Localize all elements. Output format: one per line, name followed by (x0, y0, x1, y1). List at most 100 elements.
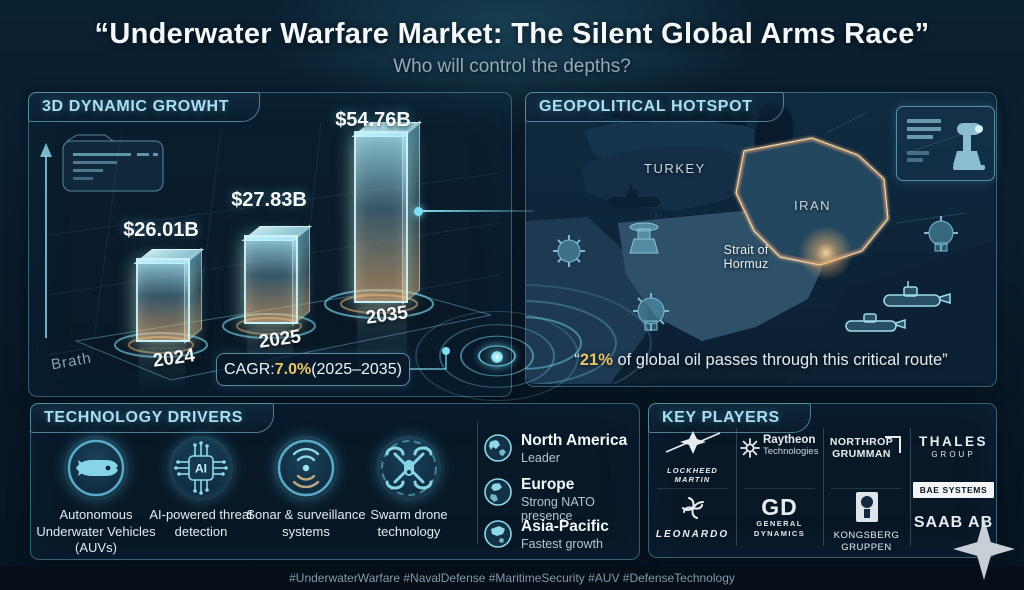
hud-line (907, 127, 941, 131)
naval-mine-icon (633, 293, 669, 331)
submarine-outline-icon (845, 313, 906, 332)
region-north-america: North America Leader (483, 432, 633, 465)
strait-of-hormuz-label: Strait of Hormuz (701, 243, 791, 272)
logo-wordmark-sub: Technologies (763, 446, 819, 457)
y-axis-arrow (40, 143, 52, 338)
hotspot-map (526, 93, 994, 384)
tech-item-drone: Swarm drone technology (349, 436, 469, 540)
hud-line (907, 135, 933, 139)
logo-thales-group: THALES GROUP (910, 434, 997, 459)
map-panel-title: GEOPOLITICAL HOTSPOT (525, 92, 784, 122)
cagr-badge: CAGR: 7.0% (2025–2035) (216, 353, 410, 386)
quote-text: of global oil passes through this critic… (612, 351, 948, 369)
connector-line (422, 210, 534, 212)
bar-front-face (244, 235, 298, 324)
page-title: “Underwater Warfare Market: The Silent G… (94, 18, 930, 50)
tech-item-sonar: Sonar & surveillance systems (246, 436, 366, 540)
naval-mine-icon (553, 235, 585, 267)
logo-wordmark: GENERAL (756, 519, 803, 528)
periscope-hud-widget (896, 106, 995, 181)
logo-wordmark: Raytheon (763, 434, 816, 446)
submarine-silhouette-icon (608, 185, 660, 207)
northrop-bracket-icon (885, 436, 902, 453)
iran-label: IRAN (794, 198, 832, 213)
value-label-2035: $54.76B (335, 109, 411, 131)
levant-landmass (581, 146, 758, 211)
quote-open: “ (574, 351, 580, 369)
strait-label-line2: Hormuz (723, 257, 769, 272)
turkey-label: TURKEY (644, 161, 706, 176)
logo-wordmark: THALES (919, 434, 988, 449)
sonar-arc-decoration (526, 284, 652, 384)
vertical-divider (910, 428, 911, 546)
region-name: Asia-Pacific (521, 518, 609, 535)
logo-kongsberg: KONGSBERG GRUPPEN (823, 492, 910, 554)
sonar-buoy-icon (629, 222, 659, 254)
auv-icon (64, 436, 128, 500)
globe-americas-icon (483, 433, 513, 468)
logo-wordmark: NORTHROP (829, 436, 894, 448)
logo-general-dynamics: GD GENERAL DYNAMICS (736, 496, 823, 539)
bar-2024 (133, 247, 204, 344)
tech-item-label: Swarm drone technology (370, 507, 448, 539)
logo-wordmark-sub: GROUP (931, 450, 976, 459)
logo-lockheed-martin: LOCKHEED MARTIN (649, 430, 736, 484)
oil-route-quote: “21% of global oil passes through this c… (546, 351, 976, 370)
value-label-2024: $26.01B (123, 219, 199, 241)
vertical-divider (736, 428, 737, 546)
tech-item-label: AI-powered threat detection (149, 507, 253, 539)
region-asia-pacific: Asia-Pacific Fastest growth (483, 518, 633, 551)
players-panel-title: KEY PLAYERS (648, 403, 811, 433)
value-label-2025: $27.83B (231, 189, 307, 211)
region-europe: Europe Strong NATO presence (483, 476, 633, 523)
logo-wordmark: LEONARDO (655, 529, 730, 540)
row-divider (744, 488, 815, 489)
tech-item-ai: AI AI-powered threat detection (141, 436, 261, 540)
hud-line (907, 151, 929, 155)
logo-bae-systems: BAE SYSTEMS (910, 480, 997, 498)
logo-monogram: GD (761, 494, 798, 520)
cagr-value: 7.0% (274, 360, 312, 378)
growth-panel-title: 3D DYNAMIC GROWHT (28, 92, 261, 122)
logo-leonardo: LEONARDO (649, 496, 736, 540)
naval-mine-icon (924, 216, 958, 252)
geopolitical-map-panel: GEOPOLITICAL HOTSPOT TURKEY IRAN Strait … (525, 92, 997, 387)
vertical-divider (477, 422, 478, 544)
technology-drivers-panel: TECHNOLOGY DRIVERS Autonomous Underwater… (30, 403, 640, 560)
bar-front-face (354, 131, 408, 303)
cagr-label: CAGR: (224, 360, 275, 378)
swarm-drone-icon (377, 436, 441, 500)
key-players-panel: KEY PLAYERS LOCKHEED MARTIN (648, 403, 997, 558)
southeast-landmass (784, 241, 994, 384)
ai-chip-text: AI (195, 462, 207, 476)
logo-wordmark: LOCKHEED MARTIN (667, 466, 718, 484)
tech-item-label: Sonar & surveillance systems (246, 507, 366, 539)
logo-wordmark: DYNAMICS (753, 528, 806, 538)
strait-label-line1: Strait of (723, 243, 769, 257)
leonardo-pinwheel-icon (681, 497, 704, 519)
strait-hotspot-glow (799, 226, 853, 280)
logo-wordmark: KONGSBERG (833, 530, 900, 541)
region-desc: Fastest growth (521, 537, 603, 551)
iran-outline (735, 137, 889, 266)
logo-wordmark: SAAB AB (913, 514, 994, 531)
tech-item-auv: Autonomous Underwater Vehicles (AUVs) (36, 436, 156, 557)
connector-dot (414, 207, 423, 216)
vertical-divider (823, 428, 824, 546)
globe-asia-icon (483, 519, 513, 554)
bar-front-face (136, 258, 190, 342)
quote-percent: 21% (579, 351, 613, 369)
region-name: Europe (521, 476, 575, 493)
bar-2025 (241, 224, 312, 326)
region-desc: Strong NATO presence (521, 495, 595, 523)
bar-2035 (351, 120, 422, 305)
data-card-widget (62, 134, 164, 192)
row-divider (657, 488, 728, 489)
globe-europe-icon (483, 477, 513, 512)
growth-chart-panel: 3D DYNAMIC GROWHT (28, 92, 512, 397)
periscope-icon (953, 123, 985, 170)
submarine-outline-icon (883, 281, 951, 307)
sonar-icon (274, 436, 338, 500)
row-divider (831, 488, 902, 489)
